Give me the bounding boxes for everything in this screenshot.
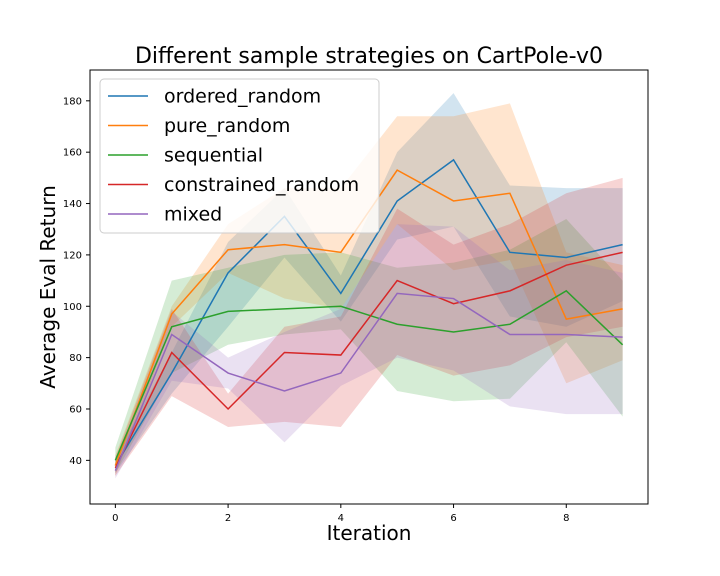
band-ordered-random xyxy=(115,93,623,474)
legend-label-pure-random: pure_random xyxy=(164,115,290,137)
x-tick-label: 2 xyxy=(225,513,231,524)
line-mixed xyxy=(114,292,623,471)
band-sequential xyxy=(115,218,623,474)
x-tick-label: 4 xyxy=(338,513,344,524)
chart-title: Different sample strategies on CartPole-… xyxy=(135,44,603,69)
y-tick-label: 60 xyxy=(69,404,82,415)
series-lines xyxy=(114,158,624,471)
legend-box xyxy=(99,78,380,234)
legend-label-sequential: sequential xyxy=(164,145,263,167)
y-tick-label: 120 xyxy=(63,250,82,261)
legend: ordered_random pure_random sequential const… xyxy=(99,78,380,234)
confidence-bands xyxy=(115,93,623,479)
x-axis-ticks: 0 2 4 6 8 xyxy=(112,504,569,524)
band-mixed xyxy=(115,224,623,479)
y-tick-label: 40 xyxy=(69,456,82,467)
legend-label-mixed: mixed xyxy=(164,204,222,226)
y-tick-label: 80 xyxy=(69,353,82,364)
y-tick-label: 180 xyxy=(63,96,82,107)
y-tick-label: 160 xyxy=(63,148,82,159)
line-constrained-random xyxy=(114,251,623,469)
legend-label-ordered-random: ordered_random xyxy=(164,86,321,108)
x-tick-label: 0 xyxy=(112,513,118,524)
x-axis-label: Iteration xyxy=(327,521,412,545)
band-constrained-random xyxy=(115,177,623,476)
legend-label-constrained-random: constrained_random xyxy=(164,174,359,196)
y-tick-label: 100 xyxy=(63,302,82,313)
x-tick-label: 8 xyxy=(563,513,569,524)
y-axis-ticks: 40 60 80 100 120 140 160 180 xyxy=(63,96,90,467)
y-tick-label: 140 xyxy=(63,199,82,210)
y-axis-label: Average Eval Return xyxy=(36,185,60,389)
plot-frame xyxy=(89,69,649,505)
band-pure-random xyxy=(115,103,623,476)
line-sequential xyxy=(114,289,624,461)
x-tick-label: 6 xyxy=(450,513,456,524)
